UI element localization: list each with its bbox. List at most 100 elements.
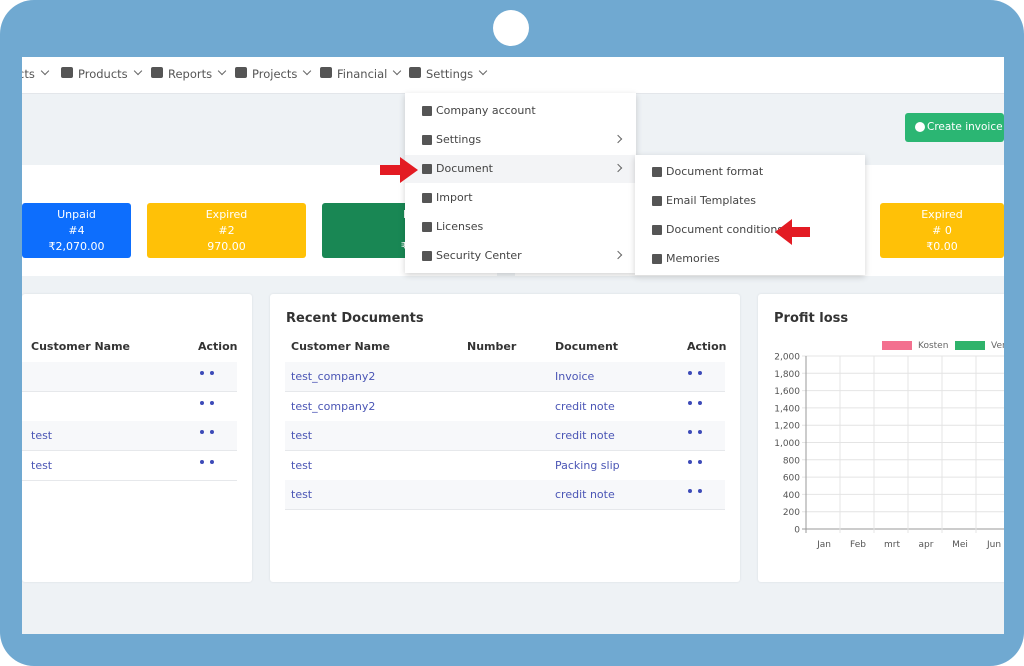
document-link[interactable]: credit note — [555, 400, 615, 413]
customer-link[interactable]: test — [291, 488, 313, 501]
nav-item[interactable]: Projects — [252, 67, 298, 81]
menu-icon — [422, 106, 432, 116]
y-tick-label: 400 — [783, 491, 800, 501]
nav-item[interactable]: cts — [22, 67, 35, 81]
submenu-item[interactable]: Document format — [635, 158, 865, 186]
caret — [40, 66, 50, 76]
table-header: Document — [555, 340, 619, 353]
create-invoice-button[interactable]: Create invoice — [905, 113, 1004, 142]
screen: cts Products Reports Projects Financial Setti… — [22, 57, 1004, 634]
menu-item[interactable]: Licenses — [405, 213, 636, 241]
status-card: Expired # 0 ₹0.00 — [880, 203, 1004, 258]
action-dots[interactable] — [688, 489, 702, 497]
action-dots[interactable] — [200, 430, 214, 438]
action-dots[interactable] — [688, 430, 702, 438]
action-dots[interactable] — [688, 460, 702, 468]
documents-panel: Customer Name Action test test — [22, 294, 252, 582]
card-count: # 0 — [932, 224, 952, 237]
card-amount: ₹0.00 — [926, 240, 958, 253]
caret — [392, 66, 402, 76]
caret — [478, 66, 488, 76]
menu-item[interactable]: Company account — [405, 97, 636, 125]
submenu-item[interactable]: Document conditions — [635, 216, 865, 244]
menu-label: Import — [436, 191, 473, 204]
action-dots[interactable] — [200, 371, 214, 379]
settings-dropdown: Company account Settings Document Import Lic… — [405, 93, 636, 273]
menu-label: Settings — [436, 133, 482, 146]
action-dots[interactable] — [688, 401, 702, 409]
customer-link[interactable]: test — [31, 459, 53, 472]
nav-item[interactable]: Reports — [168, 67, 213, 81]
nav-icon — [320, 67, 332, 78]
table-row: test_company2 Invoice — [285, 362, 725, 392]
table-row: test_company2 credit note — [285, 392, 725, 422]
card-count: #4 — [68, 224, 85, 237]
button-label: Create invoice — [927, 121, 1003, 133]
camera — [493, 10, 529, 46]
y-tick-label: 800 — [783, 456, 800, 466]
y-tick-label: 1,200 — [774, 422, 800, 432]
customer-link[interactable]: test — [291, 429, 313, 442]
caret — [217, 66, 227, 76]
x-tick-label: Feb — [850, 540, 866, 550]
menu-icon — [422, 193, 432, 203]
nav-bar: cts Products Reports Projects Financial Setti… — [22, 57, 1004, 94]
action-dots[interactable] — [200, 401, 214, 409]
nav-item[interactable]: Financial — [337, 67, 388, 81]
x-tick-label: apr — [919, 540, 934, 550]
menu-icon — [652, 254, 662, 264]
table-header: Action — [687, 340, 727, 353]
customer-link[interactable]: test_company2 — [291, 370, 376, 383]
menu-label: Company account — [436, 104, 536, 117]
submenu-label: Memories — [666, 252, 720, 265]
menu-item[interactable]: Import — [405, 184, 636, 212]
customer-link[interactable]: test_company2 — [291, 400, 376, 413]
customer-link[interactable]: test — [291, 459, 313, 472]
document-link[interactable]: Invoice — [555, 370, 595, 383]
action-dots[interactable] — [688, 371, 702, 379]
y-tick-label: 600 — [783, 474, 800, 484]
panel-title: Recent Documents — [286, 311, 424, 326]
table-row — [22, 392, 237, 422]
menu-item[interactable]: Settings — [405, 126, 636, 154]
document-link[interactable]: credit note — [555, 488, 615, 501]
action-dots[interactable] — [200, 460, 214, 468]
profit-loss-panel: Profit loss Kosten Ver 0 200 400 600 800 1,000 1,… — [758, 294, 1004, 582]
y-tick-label: 200 — [783, 508, 800, 518]
menu-icon — [652, 167, 662, 177]
customer-link[interactable]: test — [31, 429, 53, 442]
menu-item[interactable]: Document — [405, 155, 636, 183]
plus-icon — [915, 122, 925, 132]
menu-icon — [422, 164, 432, 174]
chevron — [613, 250, 623, 260]
nav-icon — [151, 67, 163, 78]
card-title: Expired — [205, 208, 248, 221]
menu-item[interactable]: Security Center — [405, 242, 636, 270]
card-title: Expired — [921, 208, 963, 221]
nav-item[interactable]: Products — [78, 67, 128, 81]
table-row: test — [22, 421, 237, 451]
legend-label: Ver — [991, 341, 1004, 351]
nav-icon — [61, 67, 73, 78]
panel-title: Profit loss — [774, 311, 849, 326]
table-header: Customer Name — [31, 340, 130, 353]
document-link[interactable]: credit note — [555, 429, 615, 442]
menu-icon — [422, 222, 432, 232]
table-row: test Packing slip — [285, 451, 725, 481]
y-tick-label: 2,000 — [774, 353, 800, 363]
nav-item[interactable]: Settings — [426, 67, 474, 81]
menu-icon — [652, 196, 662, 206]
table-row: test — [22, 451, 237, 481]
menu-icon — [422, 251, 432, 261]
table-row: test credit note — [285, 421, 725, 451]
chevron — [613, 163, 623, 173]
table-header: Action — [198, 340, 238, 353]
legend-swatch — [882, 341, 912, 350]
submenu-item[interactable]: Email Templates — [635, 187, 865, 215]
menu-icon — [652, 225, 662, 235]
menu-label: Licenses — [436, 220, 484, 233]
chevron — [613, 134, 623, 144]
submenu-item[interactable]: Memories — [635, 245, 865, 273]
y-tick-label: 1,000 — [774, 439, 800, 449]
document-link[interactable]: Packing slip — [555, 459, 620, 472]
